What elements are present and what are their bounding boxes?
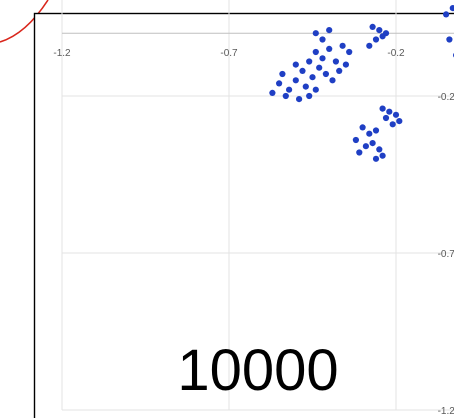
data-point (336, 67, 343, 74)
data-point (339, 42, 346, 49)
data-point (306, 58, 313, 65)
data-point (319, 36, 326, 43)
annotation-label: 10000 (177, 338, 338, 403)
data-point (446, 36, 453, 43)
data-point (392, 111, 400, 118)
tick-labels: -1.2-0.7-0.20.30.80.80.3-0.2-0.7-1.2 (53, 48, 454, 417)
data-point (329, 77, 336, 84)
data-point (352, 136, 359, 144)
data-point (292, 77, 299, 84)
x-tick-label: -0.7 (220, 48, 238, 59)
data-point (366, 130, 373, 137)
data-point (396, 118, 403, 125)
y-tick-label: -1.2 (438, 406, 454, 417)
data-point (312, 30, 319, 37)
data-points (269, 5, 454, 162)
data-point (369, 140, 376, 147)
data-point (389, 121, 396, 128)
data-point (316, 64, 323, 71)
data-point (449, 5, 454, 12)
data-point (296, 96, 303, 103)
data-point (382, 114, 390, 122)
data-point (359, 124, 366, 131)
data-point (326, 45, 333, 53)
data-point (372, 155, 380, 162)
data-point (386, 108, 393, 115)
data-point (376, 146, 383, 153)
chart-frame (33, 12, 454, 418)
y-tick-label: -0.7 (438, 249, 454, 260)
data-point (312, 86, 319, 93)
data-point (379, 152, 386, 159)
data-point (372, 36, 380, 43)
data-point (362, 143, 369, 150)
data-point (269, 89, 276, 96)
data-point (332, 58, 339, 65)
gridlines (61, 0, 454, 411)
x-tick-label: -0.2 (387, 48, 405, 59)
data-point (443, 11, 450, 18)
data-point (302, 83, 309, 90)
data-point (372, 127, 380, 134)
data-point (369, 23, 376, 30)
data-point (292, 61, 299, 68)
y-tick-label: -0.2 (438, 92, 454, 103)
data-point (376, 27, 383, 34)
data-point (356, 149, 363, 156)
data-point (322, 70, 329, 78)
x-tick-label: -1.2 (53, 48, 71, 59)
data-point (282, 92, 289, 100)
data-point (326, 27, 333, 34)
data-point (319, 55, 326, 62)
data-point (309, 74, 316, 81)
data-point (346, 48, 353, 56)
data-point (286, 86, 293, 93)
axes (62, 32, 454, 34)
data-point (306, 92, 313, 100)
data-point (279, 70, 286, 78)
data-point (379, 105, 386, 112)
data-point (276, 80, 283, 87)
data-point (312, 48, 319, 56)
annotation-arc (0, 0, 49, 43)
data-point (366, 42, 373, 49)
data-point (382, 30, 390, 37)
data-point (299, 67, 306, 74)
data-point (342, 61, 349, 68)
